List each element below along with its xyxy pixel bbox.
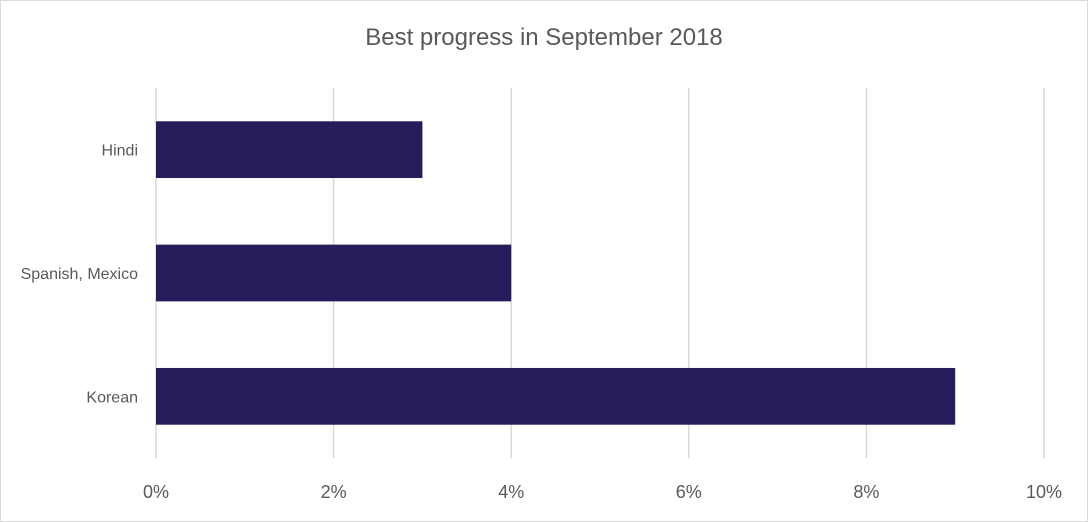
- bar: [156, 367, 956, 425]
- category-labels: Hindi Spanish, Mexico Korean: [21, 143, 138, 407]
- x-tick-label: 6%: [676, 482, 702, 502]
- x-tick-label: 0%: [143, 482, 169, 502]
- x-tick-label: 2%: [321, 482, 347, 502]
- x-tick-label: 4%: [498, 482, 524, 502]
- x-tick-labels: 0% 2% 4% 6% 8% 10%: [143, 482, 1062, 502]
- x-tick-label: 10%: [1026, 482, 1062, 502]
- category-label: Spanish, Mexico: [21, 266, 138, 283]
- x-tick-label: 8%: [853, 482, 879, 502]
- bars: [156, 121, 956, 425]
- category-label: Korean: [86, 389, 138, 406]
- bar: [156, 244, 512, 302]
- chart-title: Best progress in September 2018: [365, 24, 723, 51]
- category-label: Hindi: [102, 143, 138, 160]
- bar: [156, 121, 423, 179]
